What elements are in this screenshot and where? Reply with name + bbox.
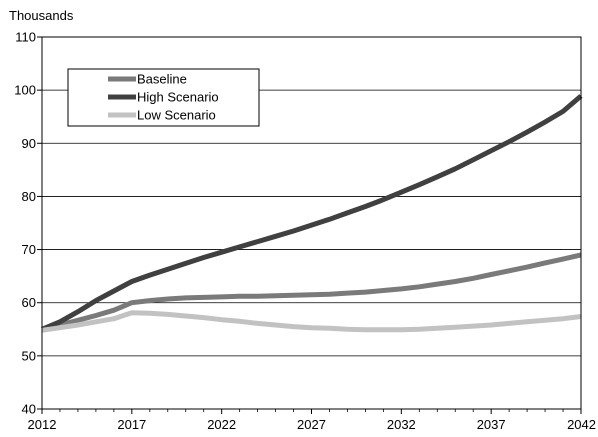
legend: Baseline High Scenario Low Scenario <box>67 68 260 127</box>
legend-label-baseline: Baseline <box>137 72 187 87</box>
y-tick-label: 50 <box>22 348 36 363</box>
legend-label-high-scenario: High Scenario <box>137 90 219 105</box>
x-tick-label: 2017 <box>117 417 146 432</box>
y-tick-label: 80 <box>22 189 36 204</box>
x-tick-label: 2032 <box>387 417 416 432</box>
legend-box <box>67 68 260 127</box>
y-tick-label: 60 <box>22 295 36 310</box>
y-tick-label: 110 <box>15 30 36 45</box>
x-tick-label: 2042 <box>567 417 596 432</box>
y-tick-label: 70 <box>22 242 36 257</box>
legend-label-low-scenario: Low Scenario <box>137 108 216 123</box>
series-lines <box>41 94 583 333</box>
y-axis-unit-label: Thousands <box>9 8 74 23</box>
axes: 40 50 60 70 80 90 100 110 2012 2017 2022 2027 2032 20… <box>14 30 596 433</box>
series-line-high-scenario <box>41 94 583 332</box>
x-tick-label: 2012 <box>28 417 57 432</box>
y-tick-label: 90 <box>22 136 36 151</box>
series-line-low-scenario <box>41 310 582 333</box>
series-line-baseline <box>41 252 582 332</box>
y-tick-label: 100 <box>14 83 36 98</box>
y-tick-label: 40 <box>22 402 36 417</box>
x-tick-label: 2037 <box>477 417 506 432</box>
x-tick-label: 2022 <box>207 417 236 432</box>
x-tick-label: 2027 <box>297 417 326 432</box>
